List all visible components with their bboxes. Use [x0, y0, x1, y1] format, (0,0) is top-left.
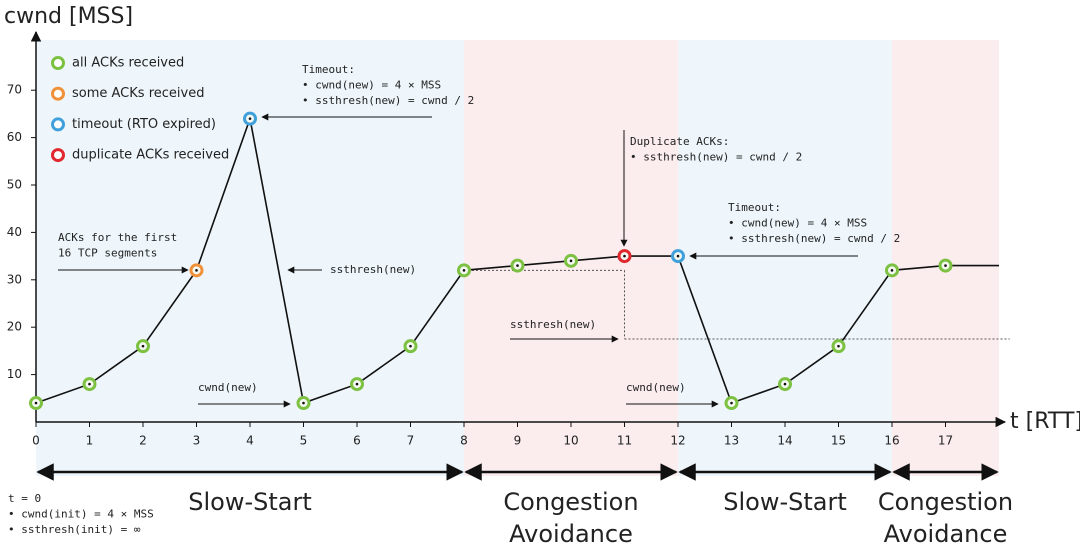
annotation-text: • cwnd(init) = 4 × MSS [8, 508, 154, 521]
annotation-text: Timeout: [302, 63, 355, 76]
x-axis-title: t [RTT] [1010, 409, 1080, 434]
x-tick-label: 14 [777, 434, 792, 448]
point-center [676, 254, 680, 258]
x-tick-label: 3 [193, 434, 201, 448]
annotation-text: • ssthresh(init) = ∞ [8, 523, 141, 536]
annotation-text: • ssthresh(new) = cwnd / 2 [302, 94, 474, 107]
point-center [730, 401, 733, 405]
point-center [462, 269, 466, 272]
annotation-text: Duplicate ACKs: [630, 135, 729, 148]
y-tick-label: 30 [7, 272, 22, 286]
x-tick-label: 11 [617, 434, 632, 448]
point-center [409, 344, 412, 348]
annotation-text: ACKs for the first [58, 231, 177, 244]
phase-label: Avoidance [884, 520, 1008, 548]
x-tick-label: 8 [460, 434, 468, 448]
annotation-text: Timeout: [728, 201, 781, 214]
point-center [195, 269, 198, 272]
point-center [141, 344, 145, 348]
x-tick-label: 10 [563, 434, 578, 448]
y-axis-title: cwnd [MSS] [4, 4, 133, 29]
phase-label: Slow-Start [188, 488, 312, 516]
legend-marker [51, 86, 65, 101]
point-center [34, 401, 38, 405]
annotation-text: ssthresh(new) [330, 263, 416, 276]
legend-label: timeout (RTO expired) [72, 117, 216, 132]
annotation-text: ssthresh(new) [510, 318, 596, 331]
phase-label: Congestion [503, 488, 638, 516]
x-tick-label: 9 [514, 434, 522, 448]
annotation-text: • ssthresh(new) = cwnd / 2 [630, 151, 802, 164]
x-tick-label: 0 [32, 434, 40, 448]
y-tick-label: 40 [7, 225, 22, 239]
point-center [944, 264, 947, 267]
phase-region [678, 40, 892, 476]
annotation-text: 16 TCP segments [58, 247, 157, 260]
x-tick-label: 15 [831, 434, 846, 448]
point-center [569, 259, 573, 263]
legend-label: all ACKs received [72, 56, 184, 71]
annotation-text: • ssthresh(new) = cwnd / 2 [728, 232, 900, 245]
legend-label: duplicate ACKs received [72, 148, 229, 163]
x-tick-label: 6 [353, 434, 361, 448]
y-tick-label: 10 [7, 367, 22, 381]
point-center [88, 382, 91, 386]
y-tick-label: 20 [7, 320, 22, 334]
point-center [248, 117, 252, 120]
point-center [302, 401, 305, 405]
x-tick-label: 1 [86, 434, 94, 448]
x-tick-label: 2 [139, 434, 147, 448]
y-tick-label: 70 [7, 83, 22, 97]
phase-region [892, 40, 999, 476]
x-tick-label: 12 [670, 434, 685, 448]
phase-label: Slow-Start [723, 488, 847, 516]
annotation-text: • cwnd(new) = 4 × MSS [302, 79, 441, 92]
point-center [890, 269, 894, 272]
x-tick-label: 13 [724, 434, 739, 448]
y-tick-label: 50 [7, 178, 22, 192]
background-layer [36, 40, 999, 476]
annotation-text: t = 0 [8, 492, 41, 505]
phase-label: Avoidance [509, 520, 633, 548]
point-center [355, 382, 359, 386]
annotation-text: • cwnd(new) = 4 × MSS [728, 217, 867, 230]
point-center [783, 382, 787, 386]
legend-marker [51, 148, 65, 163]
annotation-text: cwnd(new) [198, 381, 258, 394]
x-tick-label: 17 [938, 434, 953, 448]
x-tick-label: 16 [884, 434, 899, 448]
legend-marker [51, 117, 65, 132]
point-center [837, 344, 840, 348]
x-tick-label: 7 [407, 434, 415, 448]
y-tick-label: 60 [7, 130, 22, 144]
legend-marker [51, 56, 65, 70]
x-tick-label: 4 [246, 434, 254, 448]
point-center [623, 254, 626, 258]
x-tick-label: 5 [300, 434, 308, 448]
point-center [516, 264, 519, 267]
phase-label: Congestion [878, 488, 1013, 516]
annotation-text: cwnd(new) [626, 381, 686, 394]
legend-label: some ACKs received [72, 86, 204, 101]
